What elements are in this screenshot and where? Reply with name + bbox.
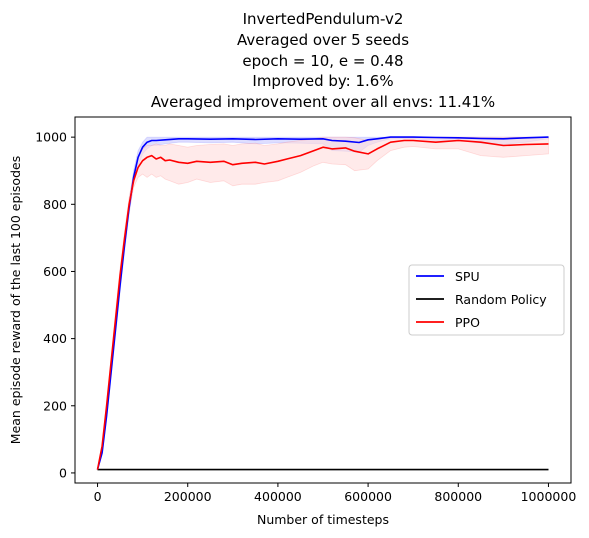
- series-lines: [96, 136, 549, 471]
- x-tick-label: 400000: [254, 489, 302, 504]
- y-axis-label: Mean episode reward of the last 100 epis…: [8, 156, 23, 444]
- title-line-2: Averaged over 5 seeds: [237, 31, 409, 49]
- x-axis-label: Number of timesteps: [257, 512, 389, 527]
- title-line-4: Improved by: 1.6%: [252, 72, 393, 90]
- y-tick-label: 800: [43, 197, 67, 212]
- legend-label-ppo: PPO: [455, 315, 480, 330]
- x-axis: 0 200000 400000 600000 800000 1000000: [94, 483, 577, 504]
- chart-title: InvertedPendulum-v2 Averaged over 5 seed…: [151, 10, 495, 111]
- y-tick-label: 400: [43, 331, 67, 346]
- line-ppo: [96, 139, 549, 470]
- legend-label-spu: SPU: [455, 269, 480, 284]
- y-axis: 0 200 400 600 800 1000: [35, 130, 75, 480]
- x-tick-label: 1000000: [521, 489, 577, 504]
- x-tick-label: 0: [94, 489, 102, 504]
- line-spu: [96, 136, 549, 470]
- legend-label-random-policy: Random Policy: [455, 292, 547, 307]
- title-line-3: epoch = 10, e = 0.48: [242, 52, 403, 70]
- y-tick-label: 200: [43, 398, 67, 413]
- title-line-1: InvertedPendulum-v2: [243, 10, 404, 28]
- y-tick-label: 1000: [35, 130, 67, 145]
- x-tick-label: 600000: [344, 489, 392, 504]
- plot-area-frame: [74, 116, 572, 484]
- legend: SPU Random Policy PPO: [408, 264, 565, 336]
- x-tick-label: 800000: [434, 489, 482, 504]
- x-tick-label: 200000: [164, 489, 212, 504]
- band-ppo: [97, 136, 549, 470]
- y-tick-label: 0: [59, 465, 67, 480]
- y-tick-label: 600: [43, 264, 67, 279]
- legend-box: [408, 264, 565, 336]
- confidence-bands: [97, 136, 549, 470]
- title-line-5: Averaged improvement over all envs: 11.4…: [151, 93, 495, 111]
